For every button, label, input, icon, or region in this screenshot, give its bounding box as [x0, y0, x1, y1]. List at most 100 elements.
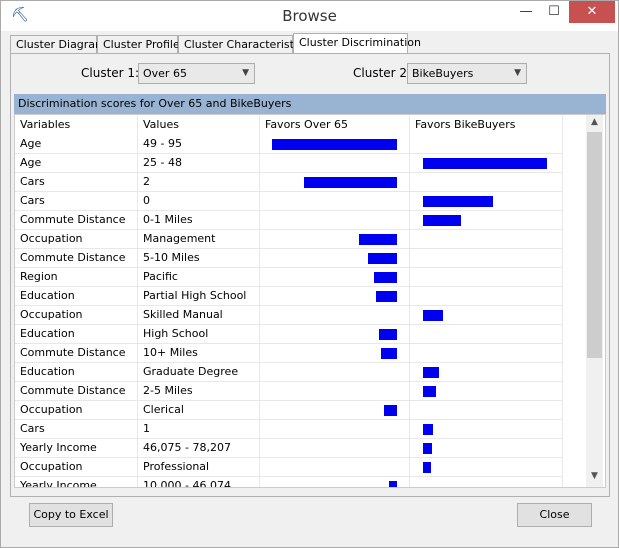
favors-cluster1-cell — [260, 382, 410, 401]
minimize-button[interactable]: — — [519, 4, 533, 19]
tab-cluster-characteristics[interactable]: Cluster Characteristics — [178, 35, 309, 54]
scroll-down-icon[interactable]: ▼ — [591, 471, 598, 481]
favors-cluster2-cell — [410, 154, 563, 173]
favors-cluster1-cell — [260, 154, 410, 173]
variable-cell: Cars — [15, 192, 138, 211]
score-bar — [376, 291, 397, 302]
score-bar — [423, 196, 493, 207]
table-row[interactable]: Cars 2 — [15, 173, 563, 192]
score-bar — [423, 367, 439, 378]
variable-cell: Education — [15, 287, 138, 306]
favors-cluster2-cell — [410, 420, 563, 439]
favors-cluster1-cell — [260, 458, 410, 477]
cluster1-label: Cluster 1: — [81, 66, 140, 80]
chevron-down-icon: ▼ — [514, 68, 521, 78]
table-row[interactable]: Occupation Management — [15, 230, 563, 249]
table-row[interactable]: Commute Distance 0-1 Miles — [15, 211, 563, 230]
maximize-button[interactable]: ☐ — [548, 4, 560, 19]
value-cell: 2-5 Miles — [138, 382, 260, 401]
tab-cluster-discrimination[interactable]: Cluster Discrimination — [293, 33, 421, 55]
table-row[interactable]: Occupation Skilled Manual — [15, 306, 563, 325]
favors-cluster1-cell — [260, 344, 410, 363]
table-row[interactable]: Cars 1 — [15, 420, 563, 439]
variable-cell: Commute Distance — [15, 249, 138, 268]
value-cell: 25 - 48 — [138, 154, 260, 173]
variable-cell: Occupation — [15, 306, 138, 325]
cluster2-value: BikeBuyers — [412, 67, 474, 80]
table-row[interactable]: Commute Distance 2-5 Miles — [15, 382, 563, 401]
column-header-favors-cluster1[interactable]: Favors Over 65 — [260, 115, 410, 135]
discrimination-banner: Discrimination scores for Over 65 and Bi… — [14, 94, 606, 114]
value-cell: 1 — [138, 420, 260, 439]
value-cell: 46,075 - 78,207 — [138, 439, 260, 458]
favors-cluster1-cell — [260, 249, 410, 268]
favors-cluster1-cell — [260, 477, 410, 487]
value-cell: High School — [138, 325, 260, 344]
tab-cluster-profiles[interactable]: Cluster Profiles — [97, 35, 185, 54]
score-bar — [423, 443, 432, 454]
table-row[interactable]: Education Graduate Degree — [15, 363, 563, 382]
favors-cluster2-cell — [410, 325, 563, 344]
favors-cluster1-cell — [260, 439, 410, 458]
table-row[interactable]: Age 49 - 95 — [15, 135, 563, 154]
close-window-button[interactable]: ✕ — [569, 1, 615, 23]
cluster2-label: Cluster 2: — [353, 66, 412, 80]
cluster1-select[interactable]: Over 65 ▼ — [138, 63, 255, 84]
variable-cell: Cars — [15, 420, 138, 439]
variable-cell: Commute Distance — [15, 211, 138, 230]
favors-cluster2-cell — [410, 344, 563, 363]
table-row[interactable]: Occupation Clerical — [15, 401, 563, 420]
value-cell: Skilled Manual — [138, 306, 260, 325]
table-row[interactable]: Region Pacific — [15, 268, 563, 287]
cluster1-value: Over 65 — [143, 67, 187, 80]
score-bar — [423, 310, 443, 321]
cluster2-select[interactable]: BikeBuyers ▼ — [407, 63, 527, 84]
score-bar — [384, 405, 397, 416]
favors-cluster2-cell — [410, 439, 563, 458]
favors-cluster1-cell — [260, 192, 410, 211]
vertical-scrollbar[interactable]: ▲ ▼ — [586, 115, 603, 487]
column-header-variables[interactable]: Variables — [15, 115, 138, 135]
discrimination-grid: Variables Values Favors Over 65 Favors B… — [14, 114, 606, 488]
scrollbar-thumb[interactable] — [587, 132, 602, 358]
variable-cell: Education — [15, 325, 138, 344]
favors-cluster2-cell — [410, 173, 563, 192]
favors-cluster2-cell — [410, 211, 563, 230]
table-row[interactable]: Commute Distance 5-10 Miles — [15, 249, 563, 268]
favors-cluster2-cell — [410, 249, 563, 268]
pickaxe-icon: ⛏ — [11, 7, 29, 23]
chevron-down-icon: ▼ — [242, 68, 249, 78]
score-bar — [272, 139, 397, 150]
variable-cell: Commute Distance — [15, 382, 138, 401]
value-cell: Pacific — [138, 268, 260, 287]
favors-cluster1-cell — [260, 173, 410, 192]
favors-cluster2-cell — [410, 192, 563, 211]
table-row[interactable]: Yearly Income 10,000 - 46,074 — [15, 477, 563, 487]
favors-cluster2-cell — [410, 287, 563, 306]
score-bar — [368, 253, 397, 264]
column-header-values[interactable]: Values — [138, 115, 260, 135]
score-bar — [423, 424, 433, 435]
variable-cell: Yearly Income — [15, 477, 138, 487]
table-row[interactable]: Education Partial High School — [15, 287, 563, 306]
variable-cell: Region — [15, 268, 138, 287]
tab-cluster-diagram[interactable]: Cluster Diagram — [10, 35, 106, 54]
value-cell: 0-1 Miles — [138, 211, 260, 230]
favors-cluster2-cell — [410, 135, 563, 154]
favors-cluster1-cell — [260, 135, 410, 154]
table-row[interactable]: Commute Distance 10+ Miles — [15, 344, 563, 363]
score-bar — [359, 234, 397, 245]
variable-cell: Commute Distance — [15, 344, 138, 363]
score-bar — [423, 386, 436, 397]
favors-cluster1-cell — [260, 325, 410, 344]
scroll-up-icon[interactable]: ▲ — [591, 117, 598, 127]
copy-to-excel-button[interactable]: Copy to Excel — [29, 503, 113, 527]
table-row[interactable]: Yearly Income 46,075 - 78,207 — [15, 439, 563, 458]
close-button[interactable]: Close — [517, 503, 592, 527]
table-row[interactable]: Education High School — [15, 325, 563, 344]
table-row[interactable]: Occupation Professional — [15, 458, 563, 477]
column-header-favors-cluster2[interactable]: Favors BikeBuyers — [410, 115, 563, 135]
score-bar — [423, 215, 461, 226]
table-row[interactable]: Age 25 - 48 — [15, 154, 563, 173]
table-row[interactable]: Cars 0 — [15, 192, 563, 211]
